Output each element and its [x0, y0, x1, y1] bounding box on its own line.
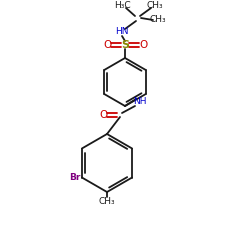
Text: Br: Br [69, 173, 80, 182]
Text: HN: HN [115, 28, 129, 36]
Text: O: O [103, 40, 111, 50]
Text: CH₃: CH₃ [147, 2, 163, 11]
Text: NH: NH [133, 98, 147, 106]
Text: S: S [121, 40, 129, 50]
Text: O: O [99, 110, 107, 120]
Text: H₃C: H₃C [114, 2, 130, 11]
Text: O: O [139, 40, 147, 50]
Text: CH₃: CH₃ [150, 16, 166, 24]
Text: CH₃: CH₃ [99, 196, 115, 205]
